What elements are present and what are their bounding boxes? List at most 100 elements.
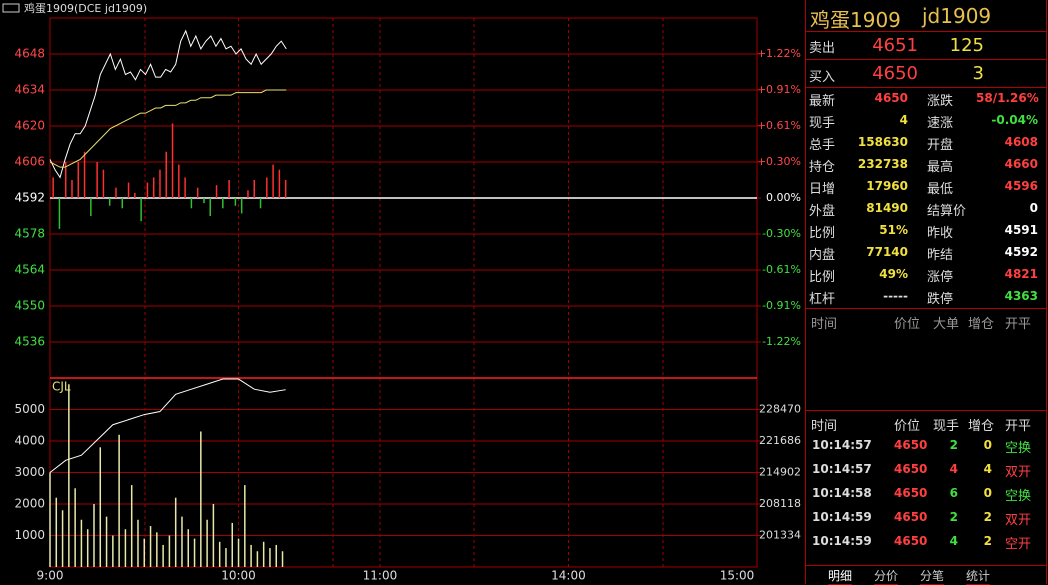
y-tick-label: 4564 bbox=[14, 263, 45, 277]
ask-label: 卖出 bbox=[809, 41, 836, 56]
x-tick-label: 15:00 bbox=[720, 569, 755, 583]
trade-oi-change: 2 bbox=[983, 510, 992, 524]
window-icon[interactable] bbox=[2, 3, 20, 13]
y-tick-label: 4634 bbox=[14, 83, 45, 97]
column-header: 增仓 bbox=[968, 317, 995, 332]
trade-type: 双开 bbox=[1005, 513, 1032, 528]
stat-value: 49% bbox=[879, 267, 908, 281]
y-tick-label: 4000 bbox=[14, 434, 45, 448]
column-header: 增仓 bbox=[968, 419, 995, 434]
stat-label: 持仓 bbox=[809, 160, 836, 175]
trade-price: 4650 bbox=[894, 534, 928, 548]
y2-tick-label: +0.91% bbox=[757, 83, 801, 96]
trade-oi-change: 2 bbox=[983, 534, 992, 548]
stat-value: 4363 bbox=[1004, 289, 1038, 303]
bid-volume: 3 bbox=[972, 63, 984, 84]
stat-label: 结算价 bbox=[927, 204, 967, 219]
y-tick-label: 1000 bbox=[14, 528, 45, 542]
y2-tick-label: +0.30% bbox=[757, 155, 801, 168]
y-tick-label: 4578 bbox=[14, 227, 45, 241]
tab[interactable]: 分笔 bbox=[920, 569, 945, 585]
frame bbox=[49, 17, 758, 568]
trade-time: 10:14:58 bbox=[812, 486, 872, 500]
column-header: 开平 bbox=[1005, 419, 1032, 434]
price-line bbox=[49, 89, 287, 168]
stat-value: 4608 bbox=[1004, 135, 1038, 149]
y2-tick-label: +0.61% bbox=[757, 119, 801, 132]
stat-label: 杠杆 bbox=[809, 292, 836, 307]
trade-price: 4650 bbox=[894, 438, 928, 452]
stat-label: 最高 bbox=[927, 160, 954, 175]
stat-label: 涨停 bbox=[927, 270, 954, 285]
y2-tick-label: -0.30% bbox=[762, 227, 801, 240]
chart-title: 鸡蛋1909(DCE jd1909) bbox=[24, 1, 147, 15]
trade-price: 4650 bbox=[894, 510, 928, 524]
ask-volume: 125 bbox=[949, 35, 984, 56]
stat-value: 17960 bbox=[866, 179, 908, 193]
stat-label: 比例 bbox=[809, 226, 836, 241]
y2-tick-label: -0.91% bbox=[762, 299, 801, 312]
stat-value: 4 bbox=[899, 113, 908, 127]
stat-label: 最新 bbox=[809, 94, 836, 109]
trade-type: 空开 bbox=[1005, 537, 1032, 552]
stat-label: 比例 bbox=[809, 270, 836, 285]
x-tick-label: 9:00 bbox=[37, 569, 64, 583]
trade-price: 4650 bbox=[894, 486, 928, 500]
y-tick-label: 3000 bbox=[14, 465, 45, 479]
trade-volume: 4 bbox=[949, 462, 958, 476]
contract-name: 鸡蛋1909 bbox=[810, 8, 901, 32]
trade-oi-change: 0 bbox=[983, 438, 992, 452]
tab[interactable]: 分价 bbox=[874, 569, 899, 585]
y2-tick-label: 0.00% bbox=[766, 191, 801, 204]
quote-panel: 鸡蛋1909 jd1909 卖出 4651 125 买入 4650 3 最新 46… bbox=[805, 0, 1047, 585]
x-tick-label: 14:00 bbox=[551, 569, 586, 583]
trade-time: 10:14:57 bbox=[812, 438, 872, 452]
stat-value: -0.04% bbox=[991, 113, 1038, 127]
stat-label: 昨收 bbox=[927, 226, 954, 241]
column-header: 开平 bbox=[1005, 317, 1032, 332]
stat-value: 232738 bbox=[857, 157, 908, 171]
ask-price: 4651 bbox=[872, 35, 918, 56]
y2-tick-label: 228470 bbox=[759, 403, 801, 416]
stat-value: 4821 bbox=[1004, 267, 1038, 281]
stat-label: 速涨 bbox=[927, 116, 954, 131]
y2-tick-label: -0.61% bbox=[762, 263, 801, 276]
y2-tick-label: 221686 bbox=[759, 434, 801, 447]
trade-volume: 6 bbox=[949, 486, 958, 500]
stat-value: 4592 bbox=[1004, 245, 1038, 259]
stat-label: 日增 bbox=[809, 182, 836, 197]
chart: 鸡蛋1909(DCE jd1909) 9:00 10:00 11:00 14:00 15… bbox=[2, 1, 801, 583]
y2-tick-label: +1.22% bbox=[757, 47, 801, 60]
stat-value: 158630 bbox=[857, 135, 908, 149]
stat-label: 外盘 bbox=[809, 204, 836, 219]
x-tick-label: 11:00 bbox=[363, 569, 398, 583]
y-tick-label: 2000 bbox=[14, 497, 45, 511]
y2-tick-label: -1.22% bbox=[762, 335, 801, 348]
tab[interactable]: 统计 bbox=[966, 569, 991, 585]
stat-value: 4650 bbox=[874, 91, 908, 105]
y2-tick-label: 208118 bbox=[759, 497, 801, 510]
stat-value: ----- bbox=[883, 289, 908, 303]
y-tick-label: 4550 bbox=[14, 299, 45, 313]
stat-label: 最低 bbox=[927, 182, 954, 197]
bid-price: 4650 bbox=[872, 63, 918, 84]
open-interest-line bbox=[49, 378, 286, 473]
stat-label: 开盘 bbox=[927, 138, 954, 153]
trade-time: 10:14:59 bbox=[812, 534, 872, 548]
y-tick-label: 4536 bbox=[14, 335, 45, 349]
tab[interactable]: 明细 bbox=[828, 569, 853, 585]
stat-value: 58/1.26% bbox=[976, 91, 1039, 105]
stat-label: 内盘 bbox=[809, 248, 836, 263]
trade-volume: 2 bbox=[949, 438, 958, 452]
stat-value: 51% bbox=[879, 223, 908, 237]
bid-label: 买入 bbox=[809, 70, 836, 85]
trade-oi-change: 0 bbox=[983, 486, 992, 500]
stat-value: 4660 bbox=[1004, 157, 1038, 171]
x-tick-label: 10:00 bbox=[221, 569, 256, 583]
contract-code: jd1909 bbox=[922, 4, 992, 28]
trade-type: 空换 bbox=[1005, 489, 1032, 504]
column-header: 大单 bbox=[933, 317, 960, 332]
trade-type: 双开 bbox=[1005, 465, 1032, 480]
y-tick-label: 4592 bbox=[14, 191, 45, 205]
